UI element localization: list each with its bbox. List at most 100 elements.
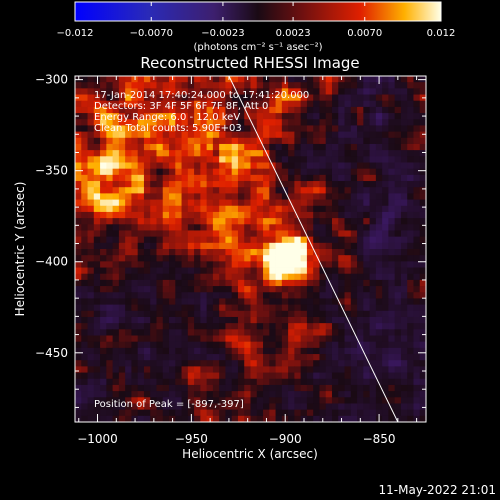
heatmap-cell [162,360,170,367]
heatmap-cell [363,236,370,244]
heatmap-cell [212,310,220,318]
heatmap-cell [400,329,408,336]
heatmap-cell [250,316,258,324]
heatmap-cell [369,329,377,336]
heatmap-cell [162,409,170,417]
heatmap-cell [300,354,308,361]
heatmap-cell [137,236,145,244]
heatmap-cell [225,384,233,392]
heatmap-cell [338,384,345,392]
heatmap-cell [294,162,302,170]
heatmap-cell [269,242,276,250]
heatmap-cell [200,310,208,318]
heatmap-cell [231,384,239,392]
heatmap-cell [400,199,408,207]
heatmap-cell [237,125,245,133]
heatmap-cell [112,199,120,207]
heatmap-cell [263,211,270,219]
heatmap-cell [237,323,245,330]
heatmap-cell [212,230,220,238]
heatmap-cells [75,76,426,422]
heatmap-cell [131,125,139,133]
heatmap-cell [375,137,383,145]
heatmap-cell [250,304,258,312]
heatmap-cell [413,230,421,238]
heatmap-cell [87,341,95,349]
heatmap-cell [175,335,182,343]
heatmap-cell [263,230,270,238]
heatmap-cell [137,242,145,250]
heatmap-cell [419,174,426,182]
heatmap-cell [169,168,176,176]
heatmap-cell [400,366,408,373]
heatmap-cell [100,76,107,83]
heatmap-cell [256,292,264,299]
heatmap-cell [162,310,170,318]
heatmap-cell [187,347,195,355]
heatmap-cell [212,218,220,225]
heatmap-cell [87,378,95,386]
heatmap-cell [206,168,214,176]
heatmap-cell [137,341,145,349]
heatmap-cell [200,150,208,157]
heatmap-cell [407,113,414,120]
heatmap-cell [93,193,101,200]
heatmap-cell [81,224,88,231]
heatmap-cell [162,88,170,95]
heatmap-cell [382,236,389,244]
heatmap-cell [338,224,345,231]
heatmap-cell [169,150,176,157]
heatmap-cell [338,137,345,145]
heatmap-cell [181,174,189,182]
heatmap-cell [81,286,88,293]
heatmap-cell [382,397,389,404]
heatmap-cell [156,347,164,355]
colorbar-tick-label: −0.012 [56,28,93,39]
heatmap-cell [419,347,426,355]
heatmap-cell [112,403,120,411]
heatmap-cell [219,224,226,231]
heatmap-cell [244,360,251,367]
heatmap-cell [100,156,107,163]
heatmap-cell [288,82,295,89]
heatmap-cell [357,162,364,170]
heatmap-cell [250,156,258,163]
heatmap-cell [382,360,389,367]
heatmap-cell [75,187,82,194]
heatmap-cell [306,143,314,151]
heatmap-cell [212,168,220,176]
heatmap-cell [231,292,239,299]
heatmap-cell [300,304,308,312]
heatmap-cell [269,76,276,83]
heatmap-cell [137,156,145,163]
heatmap-cell [256,94,264,102]
heatmap-cell [319,360,327,367]
heatmap-cell [87,88,95,95]
heatmap-cell [331,316,339,324]
heatmap-cell [400,347,408,355]
heatmap-cell [212,211,220,219]
heatmap-cell [112,261,120,268]
heatmap-cell [325,255,333,262]
heatmap-cell [187,174,195,182]
heatmap-cell [382,242,389,250]
heatmap-cell [269,125,276,133]
heatmap-cell [169,193,176,200]
heatmap-cell [106,267,114,275]
annotation-peak-position: Position of Peak = [-897,-397] [94,399,244,410]
heatmap-cell [237,360,245,367]
heatmap-cell [150,94,157,102]
heatmap-cell [294,193,302,200]
heatmap-cell [187,88,195,95]
heatmap-cell [156,150,164,157]
heatmap-cell [400,106,408,114]
heatmap-cell [306,205,314,213]
heatmap-cell [256,391,264,398]
heatmap-cell [369,415,377,422]
heatmap-cell [187,249,195,256]
heatmap-cell [344,261,352,268]
heatmap-cell [156,168,164,176]
heatmap-cell [256,150,264,157]
heatmap-cell [100,279,107,287]
heatmap-cell [281,261,289,268]
